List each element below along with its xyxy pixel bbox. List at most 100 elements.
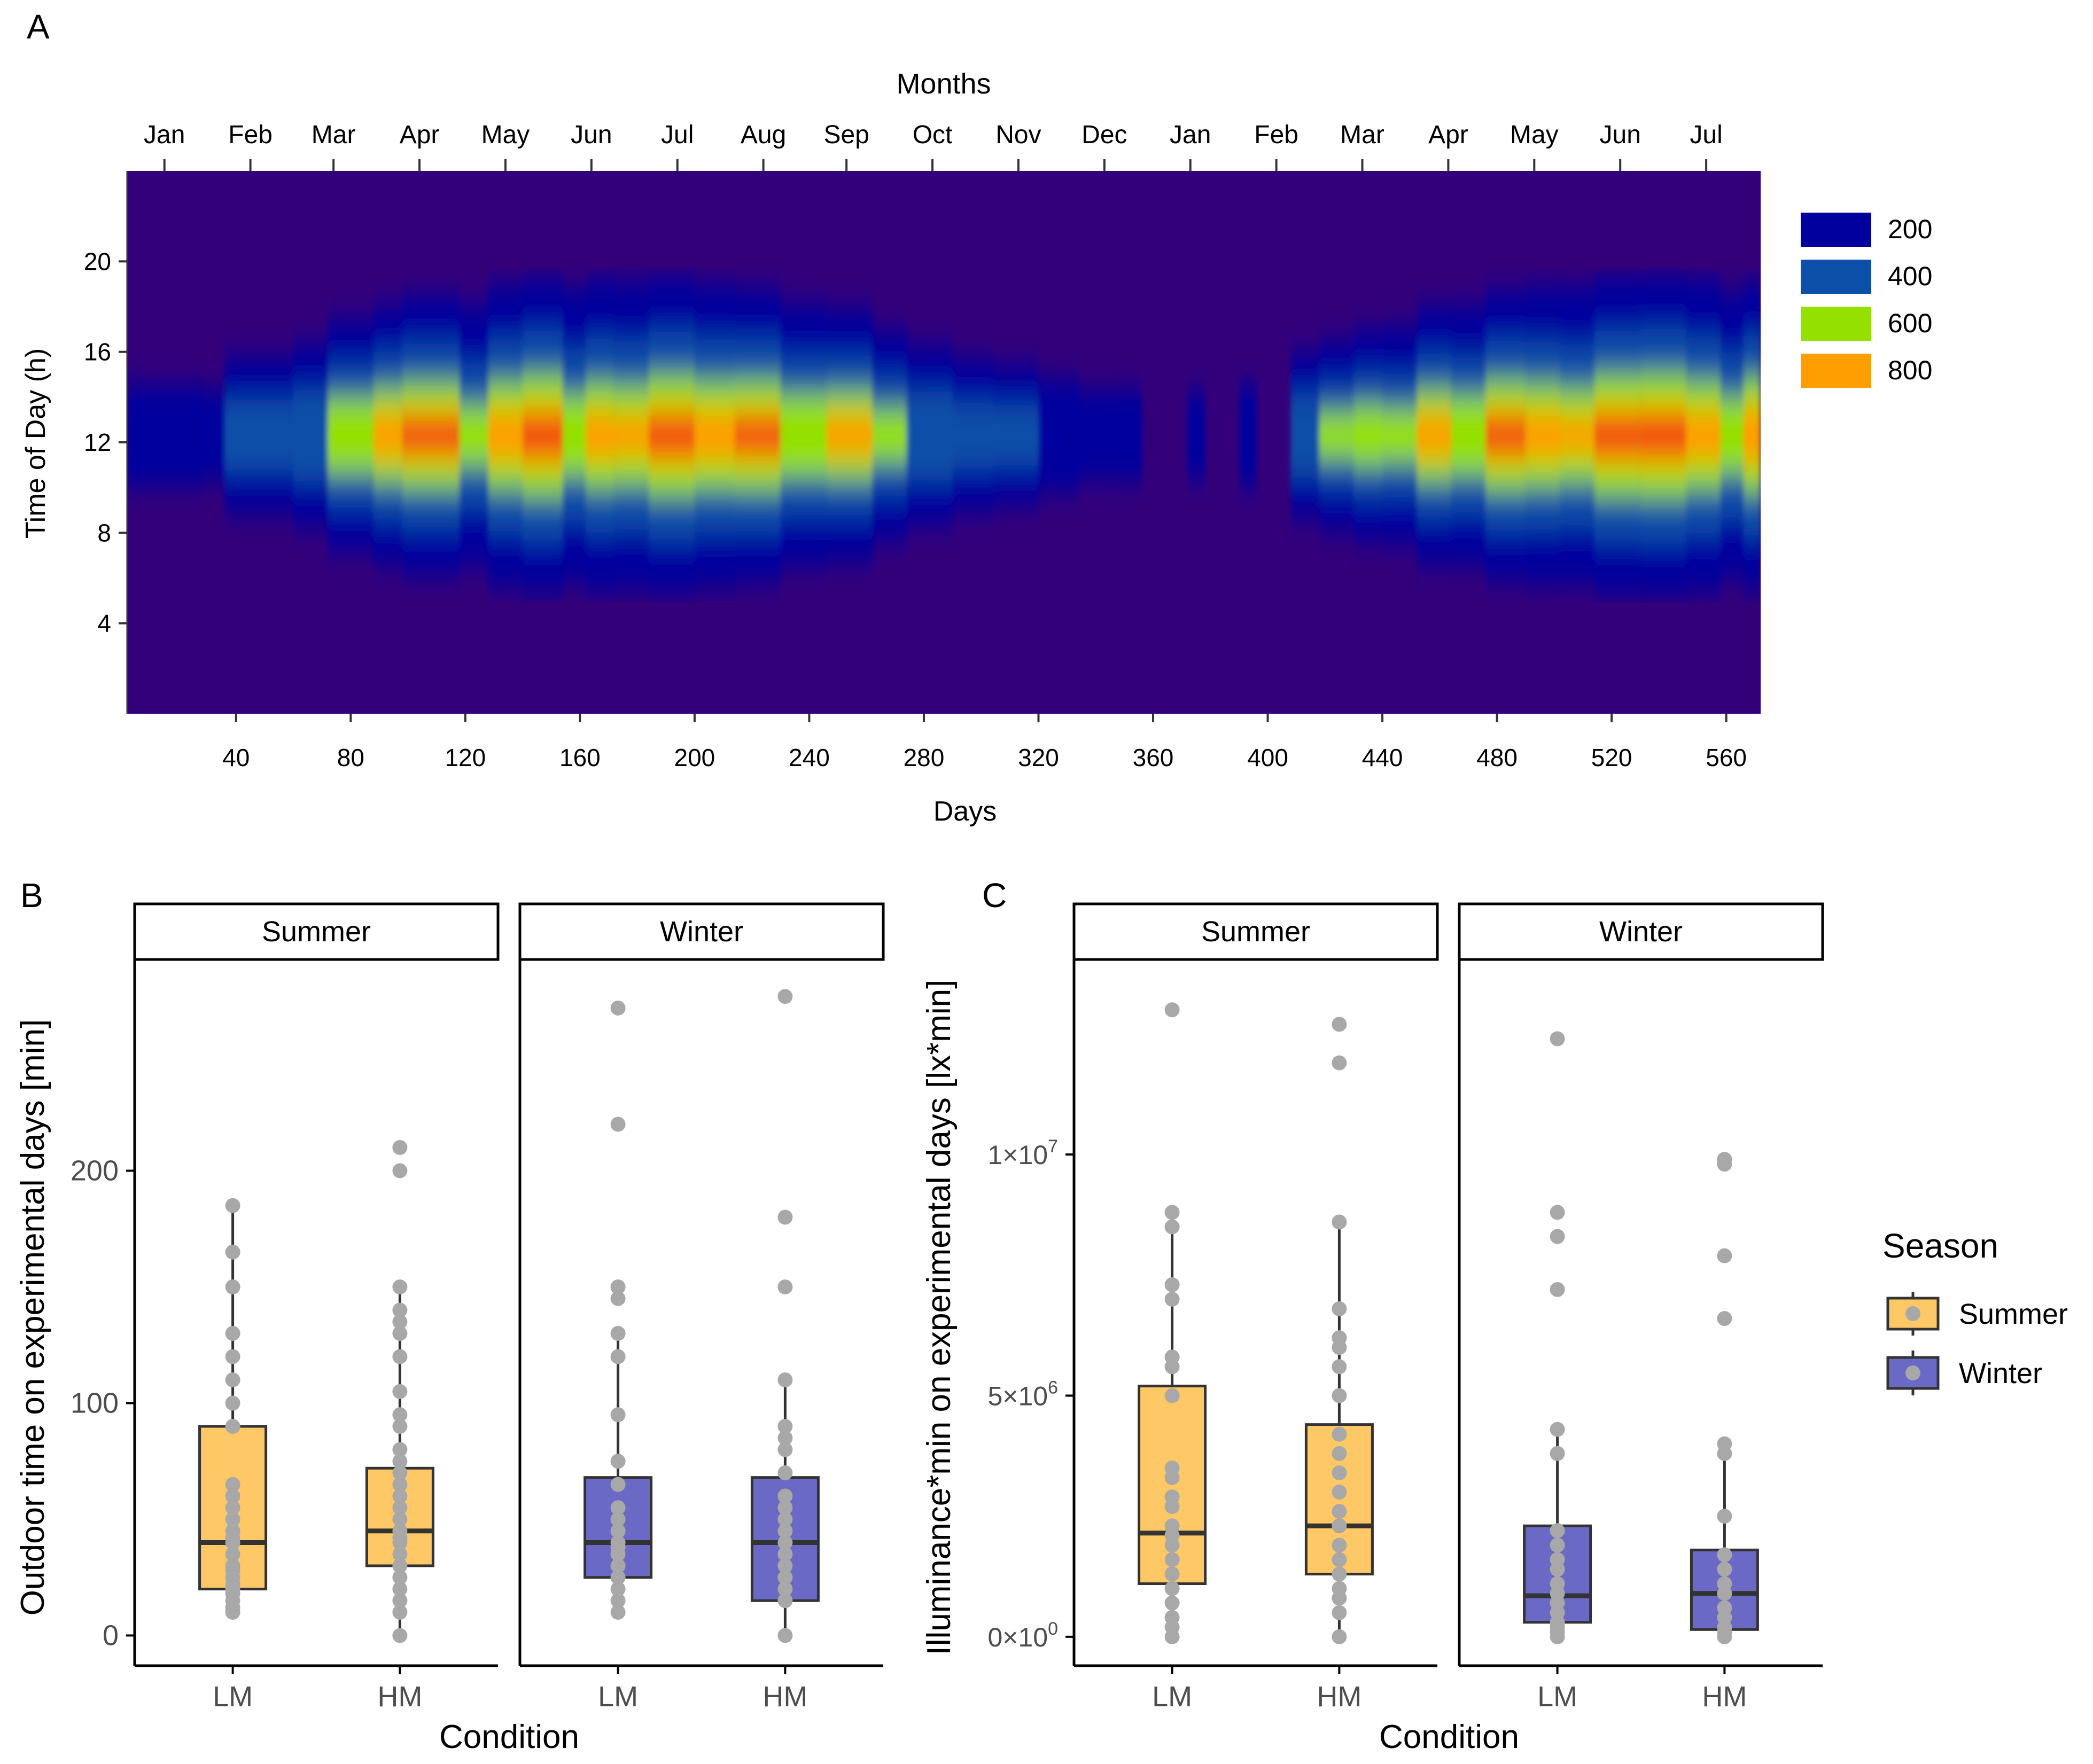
month-tick-label: Jul (1690, 121, 1722, 149)
data-point (225, 1372, 240, 1387)
box-summer-lm (1138, 1002, 1207, 1644)
data-point (1550, 1552, 1565, 1567)
data-point (225, 1279, 240, 1294)
facet-strip-winter (1458, 902, 1824, 961)
heatmap-y-axis: 4 8 12 16 20 (84, 171, 128, 714)
data-point (610, 1279, 626, 1294)
heat-band (614, 415, 650, 456)
panel-label-a: A (27, 7, 50, 46)
y-tick-label: 0 (103, 1619, 119, 1651)
data-point (392, 1407, 408, 1423)
heat-band (1743, 408, 1761, 464)
data-point (225, 1488, 240, 1504)
data-point (225, 1547, 240, 1562)
data-point (1332, 1537, 1347, 1553)
month-tick-label: Feb (228, 121, 273, 149)
condition-tick-label: HM (1702, 1681, 1747, 1713)
data-point (225, 1325, 240, 1341)
heat-band (1640, 420, 1687, 451)
heat-band (1720, 397, 1744, 473)
data-point (1164, 1595, 1180, 1611)
panel-a: Months Jan Feb Mar Apr May Jun Jul Aug Sep Oct Nov… (20, 68, 1932, 827)
heat-band (488, 410, 524, 461)
x-tick-label: 120 (445, 744, 486, 771)
y-tick-label: 1×107 (987, 1136, 1058, 1170)
heat-band (1353, 405, 1383, 465)
heatmap-x-label: Days (933, 796, 997, 827)
box-winter-hm (1690, 1152, 1759, 1644)
data-point (777, 1442, 793, 1457)
data-point (225, 1558, 240, 1573)
month-tick-label: May (481, 121, 530, 149)
data-point (777, 1628, 793, 1643)
heat-legend-label: 600 (1888, 308, 1932, 338)
box-winter-lm (1523, 1031, 1592, 1644)
x-tick-label: 240 (789, 744, 830, 771)
panel-label-c: C (982, 876, 1007, 915)
condition-tick-label: LM (1152, 1681, 1192, 1713)
data-point (392, 1477, 408, 1492)
data-point (225, 1395, 240, 1411)
data-point (1332, 1017, 1347, 1032)
season-legend-title: Season (1882, 1227, 1998, 1265)
data-point (777, 1372, 793, 1387)
y-tick-label: 8 (97, 519, 111, 547)
data-point (777, 1430, 793, 1446)
condition-tick-label: HM (377, 1681, 422, 1713)
data-point (610, 1593, 626, 1609)
month-tick-label: Oct (913, 121, 953, 149)
data-point (1332, 1581, 1347, 1596)
box-winter-hm (750, 989, 820, 1643)
heat-band (826, 415, 873, 456)
y-tick-label: 5×106 (987, 1377, 1058, 1411)
data-point (610, 1477, 626, 1492)
box-summer-hm (365, 1139, 434, 1643)
data-point (1332, 1518, 1347, 1534)
data-point (1550, 1537, 1565, 1553)
condition-tick-label: LM (598, 1681, 638, 1713)
data-point (1332, 1388, 1347, 1403)
data-point (392, 1279, 408, 1294)
heat-band (649, 420, 695, 450)
data-point (225, 1500, 240, 1516)
data-point (1332, 1214, 1347, 1230)
heatmap-x-axis: 40 80 120 160 200 240 280 320 360 400 440 480 520 560 (222, 714, 1747, 771)
heat-band (1526, 411, 1561, 459)
legend-dot-winter (1905, 1365, 1920, 1380)
x-tick-label: 520 (1591, 744, 1632, 771)
heatmap-y-label: Time of Day (h) (20, 348, 51, 538)
month-tick-label: Mar (312, 121, 356, 149)
data-point (1717, 1509, 1732, 1524)
y-tick-label: 16 (84, 338, 111, 366)
data-point (1550, 1031, 1565, 1047)
data-point (777, 1465, 793, 1480)
data-point (1164, 1489, 1180, 1505)
legend-label-summer: Summer (1959, 1298, 2068, 1330)
season-legend: Season Summer Winter (1882, 1227, 2068, 1395)
data-point (777, 1511, 793, 1527)
month-tick-label: Jan (1170, 121, 1211, 149)
heat-legend-swatch (1801, 260, 1871, 294)
month-tick-label: Aug (741, 121, 786, 149)
heat-band (734, 422, 781, 449)
x-tick-label: 200 (674, 744, 715, 771)
condition-tick-label: HM (762, 1681, 807, 1713)
month-tick-label: Dec (1081, 121, 1127, 149)
data-point (225, 1244, 240, 1260)
data-point (1164, 1552, 1180, 1567)
data-point (392, 1465, 408, 1480)
condition-tick-label: LM (213, 1681, 253, 1713)
panel-c-x-label: Condition (1379, 1719, 1519, 1755)
panel-c: Illuminance*min on experimental days [lx… (921, 902, 1824, 1755)
heat-legend-swatch (1801, 307, 1871, 341)
data-point (1332, 1485, 1347, 1500)
data-point (777, 1535, 793, 1550)
legend-item-summer: Summer (1886, 1292, 2068, 1336)
data-point (392, 1593, 408, 1609)
data-point (777, 1209, 793, 1225)
data-point (610, 1407, 626, 1423)
month-tick-label: Apr (400, 121, 440, 149)
data-point (1332, 1504, 1347, 1519)
data-point (392, 1628, 408, 1643)
data-point (1550, 1422, 1565, 1437)
